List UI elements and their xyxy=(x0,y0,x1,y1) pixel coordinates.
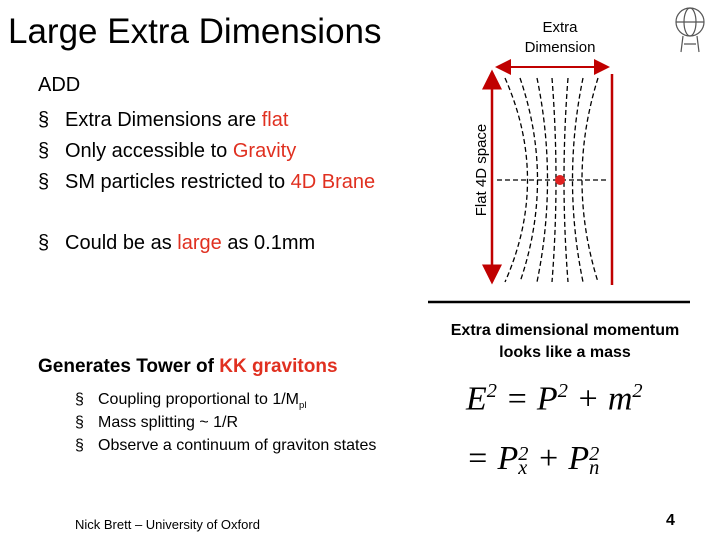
highlight: large xyxy=(177,232,222,254)
text: Mass splitting ~ 1/R xyxy=(98,414,239,431)
title: Large Extra Dimensions xyxy=(8,12,382,51)
eq: = P xyxy=(496,380,558,418)
eq: + m xyxy=(567,380,633,418)
text: pl xyxy=(299,400,307,412)
eq: 2 xyxy=(486,380,497,402)
brane-point xyxy=(555,175,565,185)
eq: 2 xyxy=(518,443,529,466)
highlight: 4D Brane xyxy=(290,171,376,193)
eq: n xyxy=(589,457,600,480)
highlight: Gravity xyxy=(232,140,297,162)
bullet-text: Extra Dimensions are flat xyxy=(65,108,385,132)
field-lines xyxy=(497,77,608,283)
highlight: flat xyxy=(261,109,289,131)
highlight: KK gravitons xyxy=(219,356,338,377)
caption: Extra dimensional momentum looks like a … xyxy=(450,322,680,361)
eq: = P xyxy=(466,440,519,477)
bullet: § xyxy=(38,109,50,131)
text: Observe a continuum of graviton states xyxy=(98,437,377,454)
bullet: § xyxy=(38,232,50,254)
equation-1: E2 = P2 + m2 xyxy=(466,380,643,418)
page-number: 4 xyxy=(666,512,675,529)
eq: 2 xyxy=(557,380,568,402)
text: SM particles restricted to xyxy=(65,171,291,193)
bullet-text: SM particles restricted to 4D Brane xyxy=(65,170,385,194)
logo xyxy=(675,7,705,53)
bullet: § xyxy=(38,140,50,162)
tower-heading: Generates Tower of KK gravitons xyxy=(38,356,338,378)
side-label: Flat 4D space xyxy=(473,124,490,217)
footer-author: Nick Brett – University of Oxford xyxy=(75,517,260,532)
bullet-text: Coupling proportional to 1/Mpl xyxy=(98,389,398,417)
eq: + P xyxy=(528,440,590,477)
text: Generates Tower of xyxy=(38,356,220,377)
bullet-text: Observe a continuum of graviton states xyxy=(98,435,398,457)
top-label: Extra Dimension xyxy=(524,19,596,56)
bullet: § xyxy=(75,414,84,431)
text: Extra Dimensions are xyxy=(65,109,262,131)
text: Coupling proportional to 1/M xyxy=(98,391,300,408)
add-heading: ADD xyxy=(38,74,81,96)
text: Only accessible to xyxy=(65,140,233,162)
eq: E xyxy=(466,380,487,418)
bullet-text: Mass splitting ~ 1/R xyxy=(98,412,398,434)
eq: x xyxy=(518,457,528,480)
bullet-text: Only accessible to Gravity xyxy=(65,139,385,163)
text: Could be as xyxy=(65,232,178,254)
bullet: § xyxy=(75,437,84,454)
eq: 2 xyxy=(632,380,643,402)
eq: 2 xyxy=(589,443,600,466)
text: as 0.1mm xyxy=(221,232,316,254)
bullet: § xyxy=(75,391,84,408)
bullet-text: Could be as large as 0.1mm xyxy=(65,231,385,255)
bullet: § xyxy=(38,171,50,193)
